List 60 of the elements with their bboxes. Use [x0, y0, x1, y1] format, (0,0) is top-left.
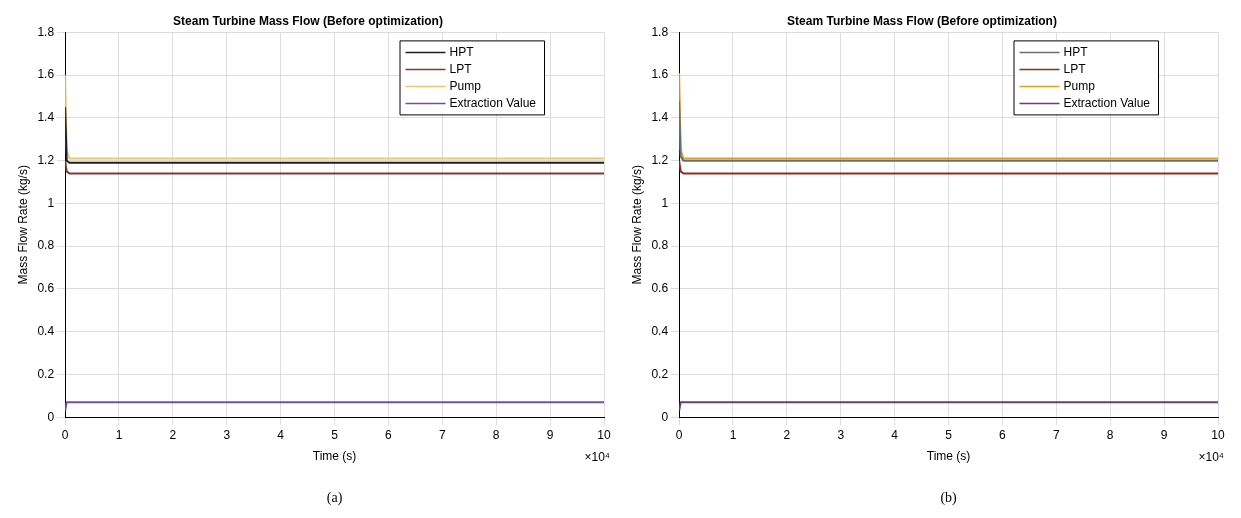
x-tick-label: 10 — [597, 427, 611, 442]
y-tick-label: 0.4 — [37, 324, 55, 338]
legend-label: HPT — [1063, 44, 1089, 59]
y-tick-label: 0.2 — [651, 366, 669, 381]
y-tick-label: 0.2 — [37, 366, 55, 381]
chart-title: Steam Turbine Mass Flow (Before optimization) — [787, 13, 1057, 28]
x-tick-label: 8 — [492, 427, 500, 442]
text: ×10⁴ — [1198, 450, 1224, 465]
x-tick-label: 4 — [277, 427, 285, 442]
x-tick-label: 0 — [675, 427, 683, 442]
x-tick-label: 7 — [1052, 427, 1060, 442]
legend-label: LPT — [449, 61, 473, 76]
x-tick-label: 10 — [1211, 427, 1225, 442]
y-tick-label: 0.6 — [651, 281, 669, 296]
y-tick-label: 1 — [47, 195, 55, 210]
y-tick-label: 0.8 — [37, 238, 55, 253]
text: (a) — [326, 490, 343, 506]
legend-label: LPT — [1063, 61, 1087, 76]
x-axis-title: Time (s) — [312, 449, 357, 464]
text: ×10⁴ — [584, 450, 610, 465]
y-tick-label: 1 — [661, 195, 669, 210]
legend-label: HPT — [449, 44, 475, 59]
x-tick-label: 7 — [438, 427, 446, 442]
x-tick-label: 3 — [837, 427, 845, 442]
x-tick-label: 1 — [729, 427, 737, 442]
legend-label: Extraction Value — [1063, 95, 1151, 110]
y-tick-label: 1.6 — [37, 67, 55, 82]
y-axis-title: Mass Flow Rate (kg/s) — [15, 165, 30, 285]
x-tick-label: 6 — [999, 427, 1007, 442]
y-tick-label: 1.6 — [651, 67, 669, 82]
y-axis-title: Mass Flow Rate (kg/s) — [629, 165, 644, 285]
x-tick-label: 2 — [783, 427, 791, 442]
x-tick-label: 0 — [61, 427, 69, 442]
y-tick-label: 1.2 — [651, 152, 669, 167]
y-tick-label: 1.8 — [37, 24, 55, 39]
y-tick-label: 0.6 — [37, 281, 55, 296]
y-tick-label: 1.4 — [651, 110, 669, 125]
y-tick-label: 0.4 — [651, 324, 669, 338]
y-tick-label: 1.4 — [37, 110, 55, 125]
x-tick-label: 9 — [1160, 427, 1168, 442]
chart-title: Steam Turbine Mass Flow (Before optimization) — [173, 13, 443, 28]
y-tick-label: 0 — [47, 409, 55, 424]
x-axis-title: Time (s) — [926, 449, 971, 464]
legend-label: Pump — [1063, 78, 1096, 93]
y-tick-label: 0 — [661, 409, 669, 424]
x-tick-label: 3 — [223, 427, 231, 442]
x-tick-label: 2 — [169, 427, 177, 442]
y-tick-label: 0.8 — [651, 238, 669, 253]
y-tick-label: 1.2 — [37, 152, 55, 167]
x-tick-label: 6 — [385, 427, 393, 442]
x-tick-label: 4 — [891, 427, 899, 442]
x-tick-label: 5 — [945, 427, 953, 442]
text: (b) — [940, 490, 958, 506]
x-tick-label: 1 — [115, 427, 123, 442]
legend-label: Extraction Value — [449, 95, 537, 110]
y-tick-label: 1.8 — [651, 24, 669, 39]
legend-label: Pump — [449, 78, 482, 93]
x-tick-label: 8 — [1106, 427, 1114, 442]
x-tick-label: 9 — [546, 427, 554, 442]
x-tick-label: 5 — [331, 427, 339, 442]
